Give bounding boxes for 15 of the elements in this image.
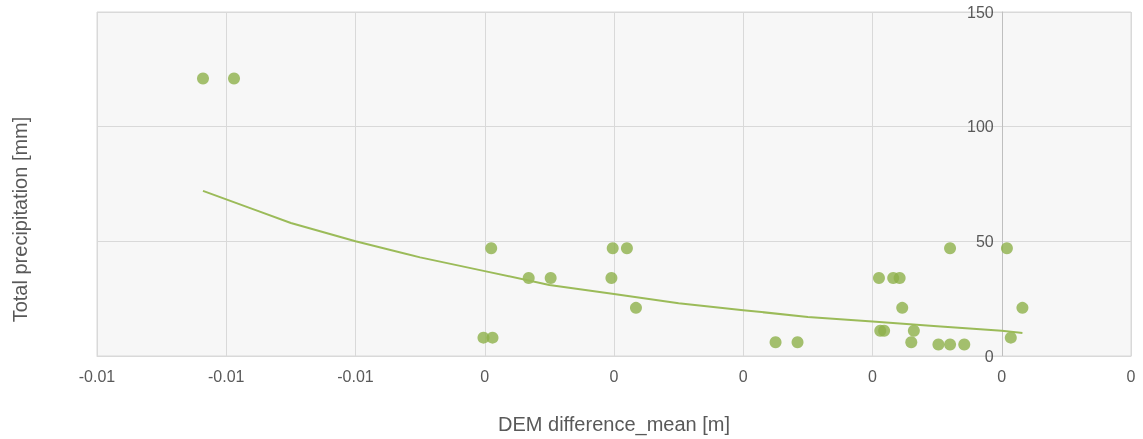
y-tick-label: 0 bbox=[984, 347, 994, 365]
x-tick-label: 0 bbox=[1126, 367, 1136, 385]
x-tick-label: 0 bbox=[738, 367, 748, 385]
x-tick-label: -0.01 bbox=[337, 367, 374, 385]
y-tick-label: 150 bbox=[967, 3, 994, 21]
x-axis-title: DEM difference_mean [m] bbox=[498, 413, 730, 436]
x-tick-label: 0 bbox=[480, 367, 490, 385]
x-tick-label: 0 bbox=[868, 367, 878, 385]
x-tick-label: 0 bbox=[997, 367, 1007, 385]
y-tick-label: 100 bbox=[967, 118, 994, 136]
x-tick-label: 0 bbox=[609, 367, 619, 385]
x-tick-label: -0.01 bbox=[208, 367, 245, 385]
y-axis-title: Total precipitation [mm] bbox=[9, 116, 31, 323]
y-tick-label: 50 bbox=[975, 232, 994, 250]
x-tick-label: -0.01 bbox=[78, 367, 116, 385]
